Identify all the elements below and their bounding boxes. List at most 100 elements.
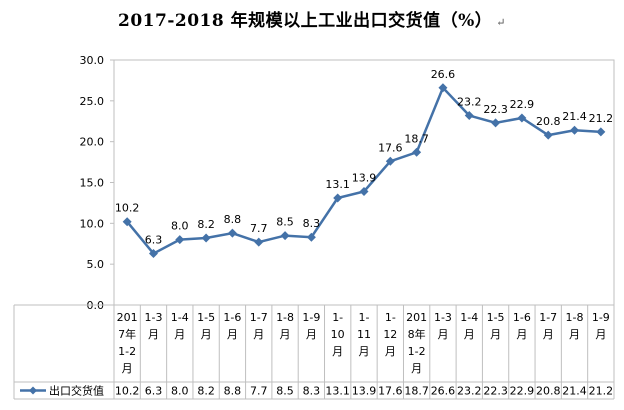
data-point-marker xyxy=(306,232,316,242)
table-value-cell: 8.2 xyxy=(197,385,215,398)
data-label: 17.6 xyxy=(378,141,403,154)
data-point-marker xyxy=(464,111,474,121)
legend-series-name: 出口交货值 xyxy=(49,384,104,398)
x-category-label: 月 xyxy=(201,328,212,341)
x-category-label: 月 xyxy=(516,328,527,341)
table-value-cell: 8.3 xyxy=(303,385,321,398)
x-category-label: 月 xyxy=(385,345,396,358)
data-point-marker xyxy=(359,186,369,196)
x-category-label: 1-3 xyxy=(144,311,162,324)
data-point-marker xyxy=(122,217,132,227)
x-category-label: 1-3 xyxy=(434,311,452,324)
y-tick-label: 20.0 xyxy=(80,136,105,149)
x-category-label: 月 xyxy=(569,328,580,341)
data-label: 22.3 xyxy=(483,103,508,116)
data-point-marker xyxy=(596,127,606,137)
data-point-marker xyxy=(280,231,290,241)
data-label: 10.2 xyxy=(115,202,140,215)
data-label: 8.5 xyxy=(276,216,294,229)
y-tick-label: 15.0 xyxy=(80,177,105,190)
x-category-label: 12 xyxy=(383,328,397,341)
table-value-cell: 13.1 xyxy=(325,385,350,398)
table-value-cell: 21.4 xyxy=(562,385,587,398)
data-point-marker xyxy=(543,130,553,140)
x-category-label: 7年 xyxy=(118,327,136,341)
x-category-label: 月 xyxy=(359,345,370,358)
data-point-marker xyxy=(412,147,422,157)
data-point-marker xyxy=(333,193,343,203)
data-label: 18.7 xyxy=(404,132,429,145)
data-point-marker xyxy=(175,235,185,245)
x-category-label: 月 xyxy=(543,328,554,341)
paragraph-mark-icon: ↵ xyxy=(496,16,506,29)
x-category-label: 月 xyxy=(253,328,264,341)
data-point-marker xyxy=(227,228,237,238)
table-value-cell: 20.8 xyxy=(536,385,561,398)
table-value-cell: 8.5 xyxy=(276,385,294,398)
x-category-label: 月 xyxy=(464,328,475,341)
x-category-label: 1-8 xyxy=(566,311,584,324)
table-value-cell: 18.7 xyxy=(404,385,429,398)
x-category-label: 月 xyxy=(122,362,133,375)
x-category-label: 1-5 xyxy=(197,311,215,324)
x-category-label: 1-7 xyxy=(250,311,268,324)
legend-marker-icon xyxy=(29,386,37,395)
x-category-label: 1-2 xyxy=(408,345,426,358)
data-table: 201 7年 1-2 月 1-3 月 1-4 月 1-5 月 1-6 月 1-7 月 1-8 月 1-9 月 1- 1… xyxy=(13,304,615,400)
x-category-label: 月 xyxy=(490,328,501,341)
x-category-label: 1-4 xyxy=(460,311,478,324)
y-tick-label: 25.0 xyxy=(80,95,105,108)
data-label: 23.2 xyxy=(457,96,482,109)
data-label: 26.6 xyxy=(431,68,456,81)
table-value-cell: 21.2 xyxy=(589,385,614,398)
data-point-marker xyxy=(385,156,395,166)
data-label: 20.8 xyxy=(536,115,561,128)
x-category-label: 月 xyxy=(306,328,317,341)
data-point-marker xyxy=(201,233,211,243)
data-label: 7.7 xyxy=(250,222,268,235)
x-category-label: 月 xyxy=(280,328,291,341)
x-category-label: 1-4 xyxy=(171,311,189,324)
chart-title: 2017-2018 年规模以上工业出口交货值（%） ↵ xyxy=(0,6,624,31)
x-category-label: 1-8 xyxy=(276,311,294,324)
x-category-label: 1- xyxy=(332,311,343,324)
data-label: 13.9 xyxy=(352,171,377,184)
y-tick-label: 30.0 xyxy=(80,54,105,67)
table-value-cell: 23.2 xyxy=(457,385,482,398)
table-value-cell: 22.3 xyxy=(483,385,508,398)
x-category-label: 月 xyxy=(411,362,422,375)
x-category-label: 1-9 xyxy=(302,311,320,324)
data-point-marker xyxy=(570,125,580,135)
series-line-layer xyxy=(122,83,606,259)
table-value-cell: 10.2 xyxy=(115,385,140,398)
x-category-label: 月 xyxy=(437,328,448,341)
chart-axes: 0.05.010.015.020.025.030.0 xyxy=(80,54,615,312)
data-label: 21.4 xyxy=(562,110,587,123)
x-category-label: 月 xyxy=(174,328,185,341)
data-point-marker xyxy=(254,237,264,247)
data-label-layer: 10.2 6.3 8.0 8.2 8.8 7.7 8.5 8.3 13.113.9 17.618.… xyxy=(115,68,613,247)
data-label: 6.3 xyxy=(145,234,163,247)
x-category-label: 1-2 xyxy=(118,345,136,358)
table-value-cell: 7.7 xyxy=(250,385,268,398)
chart-title-text: 2017-2018 年规模以上工业出口交货值（%） xyxy=(118,11,493,31)
x-category-label: 1- xyxy=(385,311,396,324)
data-point-marker xyxy=(491,118,501,128)
data-label: 8.3 xyxy=(303,217,321,230)
x-category-label: 201 xyxy=(117,311,138,324)
y-tick-label: 5.0 xyxy=(87,258,105,271)
data-label: 8.8 xyxy=(224,213,242,226)
data-label: 21.2 xyxy=(589,112,614,125)
table-value-cell: 8.8 xyxy=(224,385,242,398)
data-point-marker xyxy=(517,113,527,123)
x-category-label: 月 xyxy=(227,328,238,341)
x-category-label: 月 xyxy=(332,345,343,358)
table-value-cell: 13.9 xyxy=(352,385,377,398)
x-category-label: 1-6 xyxy=(223,311,241,324)
x-category-label: 1-6 xyxy=(513,311,531,324)
data-label: 13.1 xyxy=(325,178,350,191)
data-label: 22.9 xyxy=(510,98,535,111)
x-category-label: 10 xyxy=(331,328,345,341)
x-category-label: 1-5 xyxy=(487,311,505,324)
